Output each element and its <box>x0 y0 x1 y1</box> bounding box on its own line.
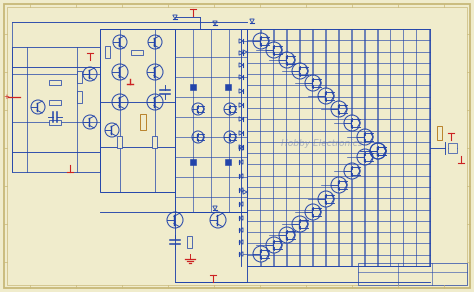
Bar <box>78 71 82 83</box>
Bar <box>438 126 443 140</box>
Bar <box>175 29 247 212</box>
Bar <box>49 119 61 124</box>
Bar <box>106 46 110 58</box>
Bar <box>190 159 196 165</box>
Bar <box>225 159 231 165</box>
Bar <box>49 100 61 105</box>
Text: +: + <box>3 94 9 100</box>
Bar <box>118 136 122 148</box>
Bar <box>190 84 196 90</box>
Bar <box>100 29 175 192</box>
Bar <box>448 142 457 152</box>
Bar <box>131 50 143 55</box>
Bar <box>49 79 61 84</box>
Bar <box>140 114 146 130</box>
Text: Hobby Electronics: Hobby Electronics <box>281 140 363 149</box>
Bar <box>188 236 192 248</box>
Bar <box>358 263 467 285</box>
Bar <box>225 84 231 90</box>
Bar <box>12 47 100 172</box>
Bar <box>78 91 82 103</box>
Bar <box>153 136 157 148</box>
